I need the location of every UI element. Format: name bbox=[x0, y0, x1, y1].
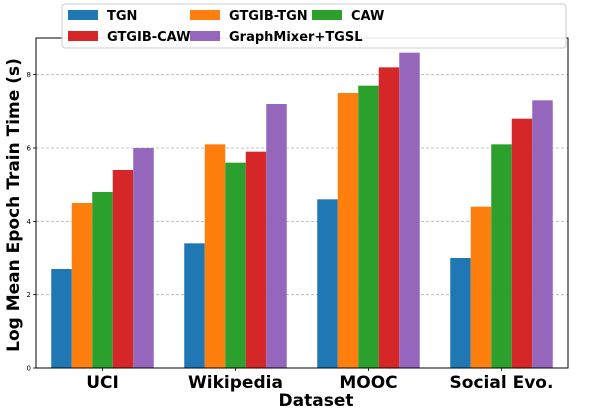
legend-swatch bbox=[68, 31, 98, 41]
bar-gtgib-caw-uci bbox=[112, 170, 134, 368]
legend-label: GTGIB-TGN bbox=[229, 9, 308, 24]
x-tick-label: Social Evo. bbox=[450, 373, 554, 393]
bar-caw-wikipedia bbox=[225, 162, 246, 368]
legend-swatch bbox=[312, 10, 342, 20]
y-axis-title: Log Mean Epoch Train Time (s) bbox=[4, 58, 24, 352]
bar-gtgib-tgn-wikipedia bbox=[204, 144, 226, 368]
x-axis-title: Dataset bbox=[279, 391, 354, 411]
x-tick-label: UCI bbox=[86, 373, 119, 393]
legend-label: TGN bbox=[107, 9, 137, 24]
bar-tgn-social-evo- bbox=[450, 258, 471, 368]
legend-frame bbox=[61, 3, 567, 49]
bar-caw-social-evo- bbox=[491, 144, 512, 368]
bar-caw-mooc bbox=[358, 85, 379, 369]
bar-tgn-uci bbox=[51, 269, 72, 368]
legend-label: GTGIB-CAW bbox=[107, 30, 190, 45]
bar-gtgib-tgn-uci bbox=[71, 203, 93, 368]
legend-label: GraphMixer+TGSL bbox=[229, 30, 363, 45]
legend-label: CAW bbox=[351, 9, 384, 24]
bar-gtgib-tgn-social-evo- bbox=[470, 206, 492, 368]
y-tick-label: 8 bbox=[27, 71, 31, 79]
bar-graphmixer-tgsl-social-evo- bbox=[532, 100, 553, 368]
bars bbox=[51, 52, 553, 369]
bar-tgn-mooc bbox=[317, 199, 338, 368]
bar-gtgib-caw-wikipedia bbox=[245, 151, 267, 368]
legend-swatch bbox=[68, 10, 98, 20]
y-tick-label: 2 bbox=[27, 291, 31, 299]
x-tick-label: MOOC bbox=[339, 373, 397, 393]
bar-gtgib-caw-social-evo- bbox=[511, 118, 533, 369]
legend-swatch bbox=[190, 10, 220, 20]
bar-graphmixer-tgsl-mooc bbox=[399, 52, 420, 369]
x-tick-labels: UCI Wikipedia MOOC Social Evo. bbox=[86, 368, 553, 393]
x-tick-label: Wikipedia bbox=[188, 373, 283, 393]
y-tick-label: 0 bbox=[27, 365, 31, 373]
legend: TGN GTGIB-TGN CAW GTGIB-CAW GraphMixer+TGSL bbox=[61, 3, 567, 49]
bar-gtgib-tgn-mooc bbox=[337, 93, 359, 368]
bar-tgn-wikipedia bbox=[184, 243, 205, 368]
grid-lines bbox=[36, 74, 568, 296]
bar-graphmixer-tgsl-wikipedia bbox=[266, 104, 287, 368]
y-tick-label: 4 bbox=[27, 218, 32, 226]
bar-gtgib-caw-mooc bbox=[378, 67, 400, 368]
bar-graphmixer-tgsl-uci bbox=[133, 148, 154, 368]
legend-swatch bbox=[190, 31, 220, 41]
y-tick-labels: 0 2 4 6 8 bbox=[27, 71, 36, 373]
y-tick-label: 6 bbox=[27, 145, 32, 153]
bar-caw-uci bbox=[92, 192, 113, 368]
